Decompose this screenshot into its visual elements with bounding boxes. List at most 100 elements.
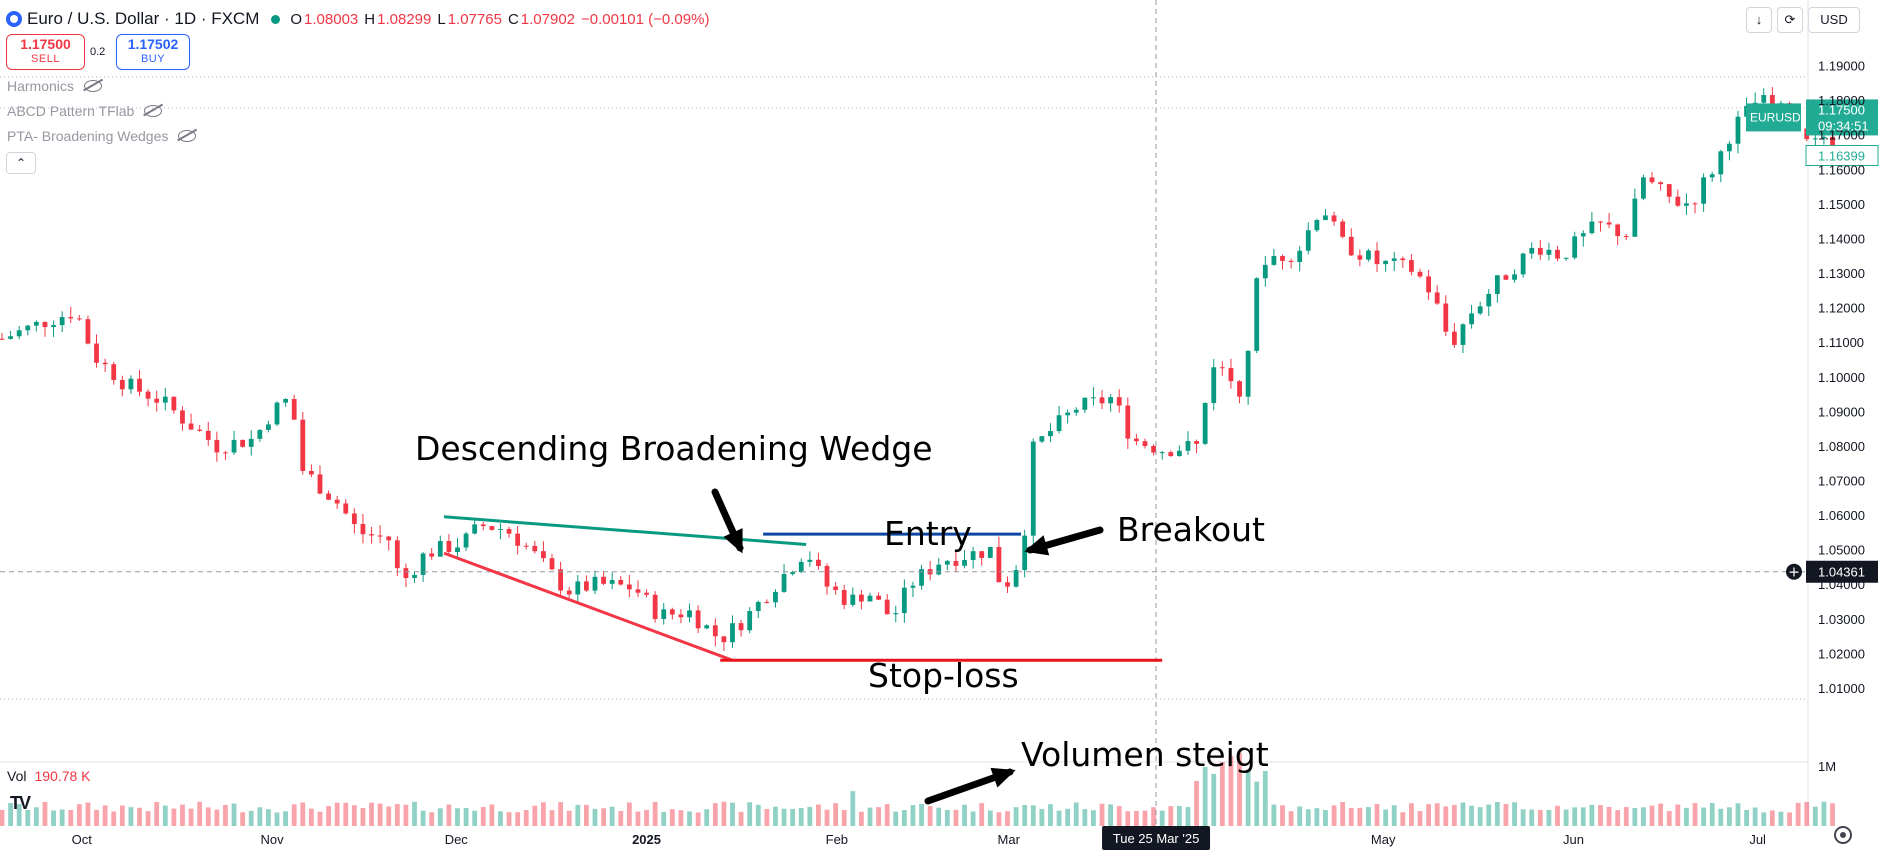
volume-bar [996, 812, 1002, 826]
volume-bar [1623, 806, 1629, 826]
candle-body [1486, 293, 1492, 307]
volume-bar [1297, 806, 1303, 826]
volume-bar [145, 811, 151, 826]
candle-body [1391, 258, 1397, 261]
eye-hidden-icon[interactable] [83, 80, 102, 92]
volume-bar [1589, 804, 1595, 826]
volume-bar [1778, 811, 1784, 826]
y-tick-label: 1.09000 [1818, 404, 1865, 419]
volume-bar [1580, 807, 1586, 826]
volume-bar [223, 804, 228, 826]
arrow-down-icon[interactable]: ↓ [1746, 7, 1772, 33]
candle-body [1237, 381, 1242, 397]
sync-icon[interactable]: ⟳ [1777, 7, 1803, 33]
candle-body [455, 547, 460, 553]
volume-bar [8, 803, 13, 826]
ohlc-low: L 1.07765 [437, 10, 502, 28]
candle-body [1589, 221, 1595, 234]
countdown-text: 09:34:51 [1818, 118, 1869, 133]
volume-bar [1460, 802, 1466, 826]
volume-bar [1434, 803, 1440, 826]
candle-body [781, 574, 787, 592]
wedge-title-label: Descending Broadening Wedge [415, 429, 933, 468]
x-tick-label: Jul [1749, 832, 1766, 847]
candle-body [979, 551, 985, 558]
candle-body [257, 429, 263, 439]
indicator-broadening-wedges[interactable]: PTA- Broadening Wedges [7, 128, 197, 144]
candle-body [816, 559, 821, 566]
candle-body [1082, 397, 1088, 410]
volume-bar [1134, 810, 1139, 826]
volume-bar [936, 807, 942, 826]
volume-bar [1340, 801, 1346, 826]
candle-body [1383, 260, 1389, 265]
volume-bar [566, 810, 572, 826]
candle-body [76, 318, 82, 320]
volume-bar [1383, 809, 1389, 826]
candle-body [841, 590, 847, 605]
volume-bar [231, 803, 237, 826]
volume-bar [1529, 809, 1535, 826]
x-tick-label: Feb [826, 832, 848, 847]
sell-label: SELL [31, 53, 60, 65]
candle-body [1030, 441, 1036, 536]
candle-body [695, 610, 701, 629]
volume-bar [162, 805, 168, 826]
buy-button[interactable]: 1.17502 BUY [116, 34, 190, 70]
volume-bar [790, 808, 796, 826]
candle-body [1125, 405, 1131, 439]
candle-body [343, 503, 349, 514]
volume-bar [1082, 809, 1088, 826]
volume-bar [807, 806, 813, 826]
candle-body [128, 378, 134, 390]
chart-header: Euro / U.S. Dollar · 1D · FXCM O 1.08003 … [6, 8, 709, 30]
volume-bar [1073, 802, 1079, 826]
candle-body [223, 452, 228, 454]
breakout-arrow-head [1024, 535, 1050, 556]
indicator-harmonics[interactable]: Harmonics [7, 78, 102, 94]
volume-bar [1641, 807, 1646, 826]
candle-body [1340, 221, 1346, 237]
candle-body [154, 398, 160, 403]
candle-body [412, 574, 417, 578]
collapse-indicators-button[interactable]: ⌃ [6, 152, 36, 174]
indicator-abcd[interactable]: ABCD Pattern TFlab [7, 103, 163, 119]
eye-hidden-icon[interactable] [144, 105, 163, 117]
y-tick-label: 1.04000 [1818, 577, 1865, 592]
volume-bar [644, 809, 649, 826]
candle-body [644, 592, 649, 595]
volume-bar [16, 804, 22, 826]
x-tick-label: Nov [261, 832, 285, 847]
candle-body [1185, 441, 1191, 451]
candle-body [1434, 292, 1440, 304]
volume-bar [721, 801, 727, 826]
volume-bar [111, 811, 117, 826]
volume-axis-label: 1M [1818, 759, 1836, 774]
candle-body [231, 439, 237, 453]
y-tick-label: 1.13000 [1818, 266, 1865, 281]
gear-icon[interactable] [1834, 826, 1852, 844]
volume-bar [661, 811, 667, 826]
volume-bar [626, 802, 632, 826]
buy-price: 1.17502 [127, 36, 179, 52]
candle-body [712, 625, 718, 637]
volume-bar [257, 807, 263, 826]
candle-body [1323, 215, 1328, 221]
volume-bar [824, 809, 830, 826]
candle-body [498, 528, 503, 530]
symbol-title[interactable]: Euro / U.S. Dollar · 1D · FXCM [27, 9, 260, 28]
candle-body [738, 623, 744, 631]
tradingview-logo[interactable]: TV [10, 793, 31, 813]
crosshair-price-tag [1806, 560, 1878, 583]
volume-label: Vol [7, 768, 27, 784]
candle-body [541, 551, 546, 559]
volume-bar [609, 806, 615, 826]
volume-bar [214, 809, 220, 826]
eye-hidden-icon[interactable] [178, 130, 197, 142]
candle-body [188, 423, 194, 430]
spread-value: 0.2 [90, 46, 106, 58]
sell-button[interactable]: 1.17500 SELL [6, 34, 85, 70]
volume-bar [1065, 808, 1071, 826]
candle-body [68, 317, 74, 319]
